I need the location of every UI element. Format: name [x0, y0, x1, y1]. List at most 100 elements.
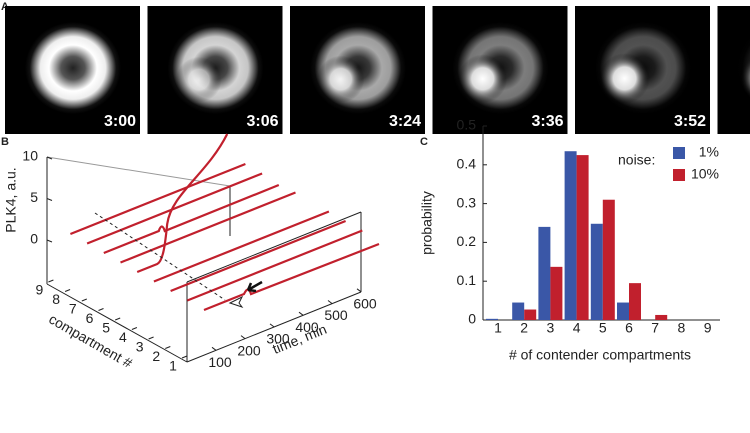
tick-mark	[356, 288, 362, 293]
x-tick-label: 600	[353, 296, 377, 312]
bar	[617, 302, 629, 320]
tick-mark	[181, 355, 188, 359]
micrograph: 3:06	[147, 6, 283, 134]
spot	[599, 53, 650, 104]
panel-a: A3:003:063:243:363:525:00	[1, 1, 750, 134]
bar	[590, 223, 603, 320]
z-axis-label: PLK4, a.u.	[3, 167, 19, 232]
x-tick-label: 500	[324, 307, 348, 323]
bar	[550, 266, 563, 320]
trace	[170, 219, 347, 293]
trace	[186, 229, 363, 302]
spot	[317, 55, 365, 103]
z-tick-label: 0	[30, 231, 38, 247]
z-tick-label: 10	[22, 148, 38, 164]
legend-label: 1%	[699, 144, 719, 160]
timestamp: 3:00	[104, 113, 136, 130]
tick-mark	[327, 300, 333, 304]
axis-line	[186, 291, 362, 363]
x-tick-label: 100	[208, 354, 232, 370]
bar	[564, 151, 577, 320]
x-tick-label: 7	[651, 320, 659, 336]
open-arrow	[228, 295, 244, 308]
legend-swatch	[673, 169, 685, 181]
tick-mark	[269, 323, 275, 328]
y-tick-label: 1	[169, 358, 177, 374]
bar	[629, 283, 641, 320]
x-tick-label: 3	[547, 320, 555, 336]
x-axis-label: # of contender compartments	[509, 347, 691, 363]
panel-label: B	[1, 136, 9, 148]
y-tick-label: 9	[36, 282, 44, 298]
y-axis-label: probability	[419, 191, 435, 255]
tick-mark	[81, 298, 87, 302]
y-tick-label: 0.1	[457, 272, 477, 288]
trace	[153, 210, 330, 283]
axis-line	[46, 156, 231, 187]
legend-swatch	[673, 147, 685, 159]
timestamp: 3:36	[531, 113, 563, 130]
axis-line	[186, 211, 362, 283]
tick-mark	[298, 311, 304, 316]
z-tick-label: 5	[30, 189, 38, 205]
y-tick-label: 7	[69, 301, 77, 317]
trace	[136, 133, 229, 274]
trace	[69, 162, 246, 236]
bar	[524, 309, 537, 320]
trace	[86, 172, 263, 245]
micrograph: 3:00	[5, 6, 140, 134]
y-tick-label: 4	[119, 329, 127, 345]
y-tick-label: 0	[468, 311, 476, 327]
bar	[486, 318, 498, 320]
tick-mark	[211, 346, 217, 351]
y-tick-label: 5	[102, 320, 110, 336]
x-tick-label: 2	[520, 320, 528, 336]
legend-title: noise:	[618, 152, 655, 168]
bar	[538, 226, 551, 320]
tick-mark	[165, 346, 171, 349]
y-tick-label: 0.2	[457, 233, 477, 249]
x-tick-label: 200	[237, 342, 261, 358]
arrow	[246, 280, 263, 293]
y-tick-label: 3	[136, 339, 144, 355]
panel-label: C	[420, 136, 428, 148]
tick-mark	[48, 279, 54, 283]
tick-mark	[131, 327, 138, 330]
y-tick-label: 0.4	[457, 156, 477, 172]
micrograph: 5:00	[717, 6, 750, 134]
micrograph: 3:36	[432, 6, 568, 134]
ring	[25, 22, 121, 114]
bar	[655, 314, 668, 320]
timestamp: 3:52	[674, 113, 706, 130]
x-tick-label: 400	[295, 319, 319, 335]
axis-line	[46, 283, 188, 363]
x-tick-label: 6	[625, 320, 633, 336]
legend-label: 10%	[691, 166, 719, 182]
x-tick-label: 5	[599, 320, 607, 336]
tick-mark	[98, 308, 104, 311]
x-tick-label: 1	[494, 320, 502, 336]
tick-mark	[46, 239, 53, 243]
y-tick-label: 6	[86, 310, 94, 326]
x-tick-label: 9	[704, 320, 712, 336]
tick-mark	[46, 156, 53, 160]
tick-mark	[240, 335, 246, 340]
tick-mark	[64, 289, 71, 292]
bar	[576, 155, 589, 320]
spot	[740, 57, 750, 99]
timestamp: 3:06	[246, 113, 278, 130]
bar	[602, 199, 615, 320]
timestamp: 3:24	[389, 113, 421, 130]
x-tick-label: 8	[678, 320, 686, 336]
y-tick-label: 0.3	[457, 194, 477, 210]
x-tick-label: 4	[573, 320, 581, 336]
x-tick-label: 300	[266, 331, 290, 347]
reference-line	[94, 212, 226, 301]
trace	[120, 191, 296, 264]
tick-mark	[115, 317, 121, 321]
bar	[512, 302, 525, 320]
micrograph: 3:52	[575, 6, 710, 134]
y-tick-label: 2	[152, 348, 160, 364]
